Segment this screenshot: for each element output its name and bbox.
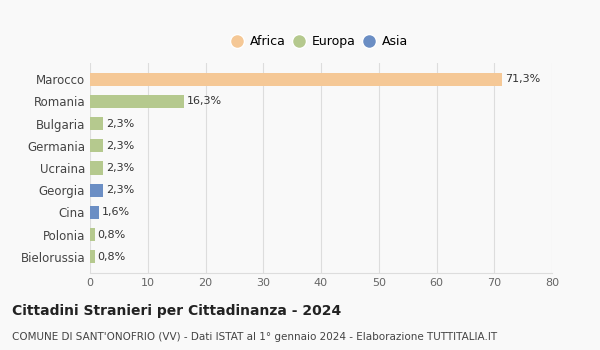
Text: 0,8%: 0,8% [98,252,126,262]
Legend: Africa, Europa, Asia: Africa, Europa, Asia [230,32,412,52]
Bar [90,228,95,241]
Text: 0,8%: 0,8% [98,230,126,240]
Bar [90,250,95,264]
Bar [90,72,502,86]
Bar [90,139,103,153]
Text: 2,3%: 2,3% [106,119,134,128]
Bar [90,206,99,219]
Text: 1,6%: 1,6% [102,208,130,217]
Text: Cittadini Stranieri per Cittadinanza - 2024: Cittadini Stranieri per Cittadinanza - 2… [12,304,341,318]
Text: 2,3%: 2,3% [106,141,134,151]
Bar [90,117,103,130]
Text: 71,3%: 71,3% [505,74,540,84]
Text: COMUNE DI SANT'ONOFRIO (VV) - Dati ISTAT al 1° gennaio 2024 - Elaborazione TUTTI: COMUNE DI SANT'ONOFRIO (VV) - Dati ISTAT… [12,331,497,342]
Text: 2,3%: 2,3% [106,185,134,195]
Bar [90,161,103,175]
Bar [90,95,184,108]
Text: 2,3%: 2,3% [106,163,134,173]
Bar [90,183,103,197]
Text: 16,3%: 16,3% [187,96,222,106]
